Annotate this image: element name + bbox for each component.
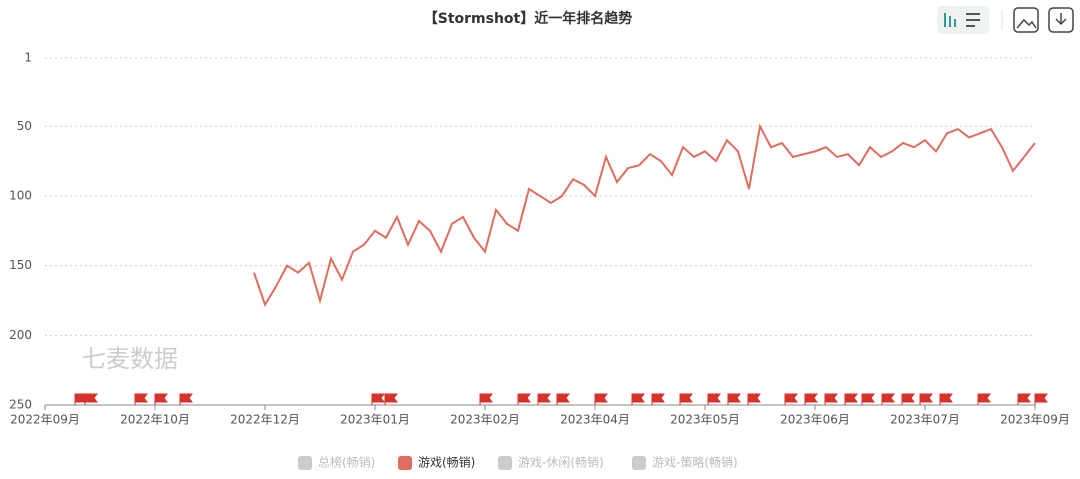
download-icon[interactable] (1048, 7, 1074, 33)
legend-swatch[interactable] (398, 456, 412, 470)
x-tick-label: 2022年10月 (120, 413, 190, 427)
chart-title: 【Stormshot】近一年排名趋势 (424, 10, 633, 27)
y-tick-label: 150 (9, 258, 32, 272)
event-flag (844, 393, 858, 405)
legend-label[interactable]: 游戏(畅销) (418, 456, 475, 470)
event-flag (1017, 393, 1031, 405)
download-arrow (1055, 13, 1067, 26)
event-flag (861, 393, 875, 405)
event-flag (594, 393, 608, 405)
x-tick-label: 2023年04月 (560, 413, 630, 427)
event-flag (537, 393, 551, 405)
event-flag (901, 393, 915, 405)
event-flag (179, 393, 193, 405)
x-tick-label: 2023年07月 (890, 413, 960, 427)
image-icon[interactable] (1013, 7, 1039, 33)
list-icon[interactable] (966, 13, 980, 27)
image-icon-inner (1016, 18, 1037, 29)
line (253, 123, 1036, 308)
y-tick-label: 250 (9, 398, 32, 412)
event-flag (479, 393, 493, 405)
event-flag (881, 393, 895, 405)
legend-swatch[interactable] (498, 456, 512, 470)
event-flag (784, 393, 798, 405)
x-tick-label: 2022年12月 (230, 413, 300, 427)
event-flag (977, 393, 991, 405)
event-flag (1034, 393, 1048, 405)
event-flag (154, 393, 168, 405)
y-tick-label: 100 (9, 188, 32, 202)
event-flag (747, 393, 761, 405)
y-tick-label: 200 (9, 328, 32, 342)
bar-icon[interactable] (944, 13, 956, 27)
y-tick-label: 1 (24, 51, 32, 65)
event-flag (384, 393, 398, 405)
x-tick-label: 2023年09月 (1000, 413, 1070, 427)
watermark: 七麦数据 (82, 345, 178, 373)
event-flag (939, 393, 953, 405)
x-tick-label: 2023年02月 (450, 413, 520, 427)
legend-swatch[interactable] (298, 456, 312, 470)
x-tick-label: 2022年09月 (10, 413, 80, 427)
event-flag (824, 393, 838, 405)
event-flag (631, 393, 645, 405)
x-tick-label: 2023年05月 (670, 413, 740, 427)
legend-label[interactable]: 总榜(畅销) (318, 455, 375, 470)
event-flag (517, 393, 531, 405)
event-flag (919, 393, 933, 405)
event-flag (727, 393, 741, 405)
x-tick-label: 2023年06月 (780, 413, 850, 427)
event-flag (556, 393, 570, 405)
event-flag (804, 393, 818, 405)
event-flag (371, 393, 385, 405)
legend-label[interactable]: 游戏-休闲(畅销) (518, 456, 604, 470)
event-flag (651, 393, 665, 405)
y-tick-label: 50 (17, 119, 32, 133)
event-flag (134, 393, 148, 405)
legend-swatch[interactable] (632, 456, 646, 470)
toolbar[interactable] (937, 6, 1074, 34)
event-flag (84, 393, 98, 405)
event-flag (707, 393, 721, 405)
legend-label[interactable]: 游戏-策略(畅销) (652, 455, 738, 470)
event-flag (679, 393, 693, 405)
x-tick-label: 2023年01月 (340, 413, 410, 427)
